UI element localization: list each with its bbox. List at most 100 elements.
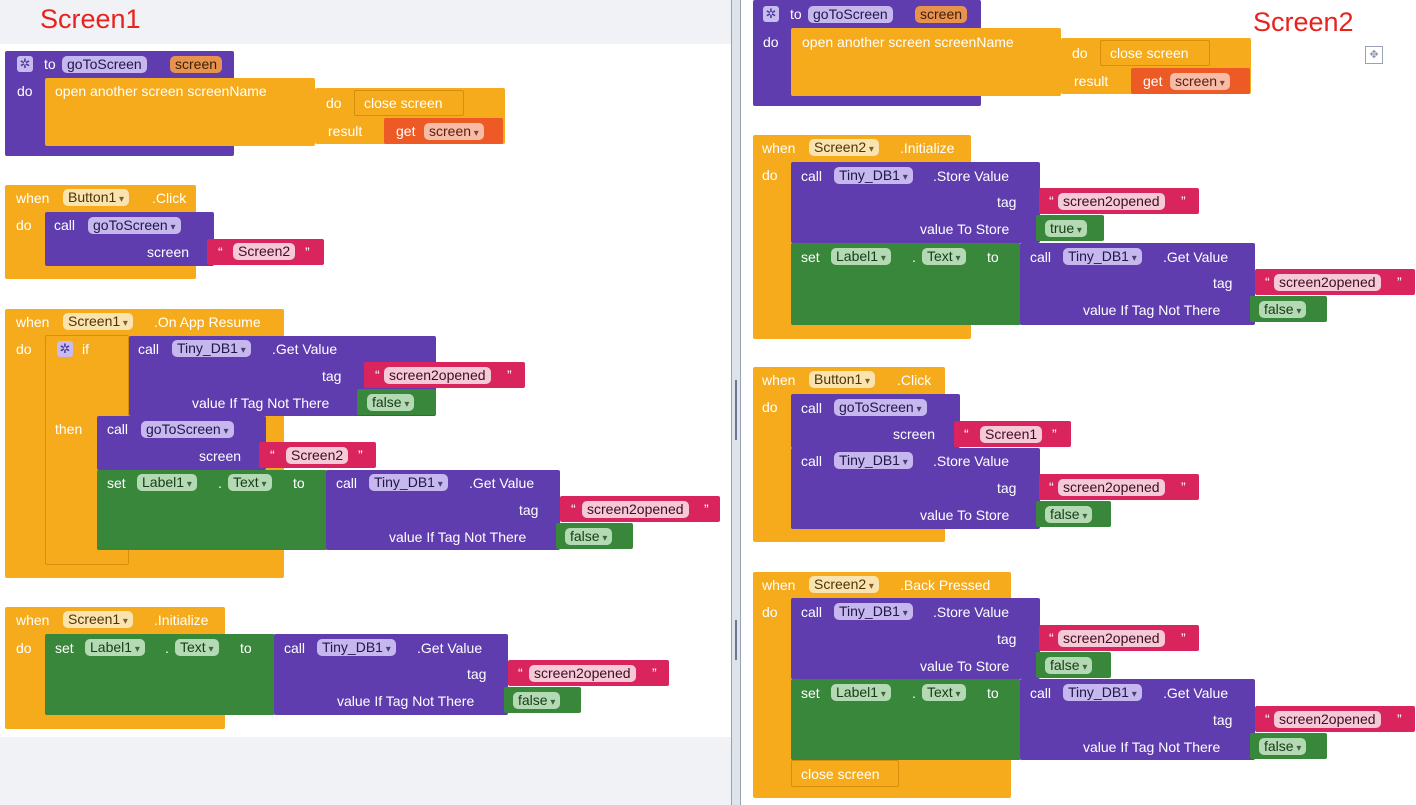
get-var-dropdown[interactable]: screen [1170,73,1230,90]
call-label: call [284,640,306,656]
open-screen-label: open another screen screenName [802,34,1014,50]
open-quote: “ [1049,630,1054,646]
default-label: value If Tag Not There [337,693,475,709]
set-label: set [801,249,820,265]
component-dropdown[interactable]: Label1 [831,248,891,265]
crosshair-icon[interactable]: ✥ [1365,46,1383,64]
text-value[interactable]: screen2opened [1058,630,1165,647]
method-name: .Get Value [417,640,483,656]
set-label: set [801,685,820,701]
set-label-text-block[interactable] [791,243,1021,325]
open-another-screen-block[interactable] [45,78,315,146]
method-name: .Get Value [272,341,338,357]
default-label: value If Tag Not There [192,395,330,411]
close-quote: ” [1181,479,1186,495]
proc-name-field[interactable]: goToScreen [808,6,893,23]
property-dropdown[interactable]: Text [175,639,219,656]
close-screen-block[interactable] [791,760,899,787]
value-to-store-label: value To Store [920,658,1010,674]
screen1-title: Screen1 [40,4,141,34]
component-dropdown[interactable]: Button1 [63,189,130,206]
db-dropdown[interactable]: Tiny_DB1 [1063,684,1142,701]
close-screen-label: close screen [364,95,443,111]
procedure-dropdown[interactable]: goToScreen [834,399,927,416]
component-dropdown[interactable]: Label1 [137,474,197,491]
component-dropdown[interactable]: Label1 [831,684,891,701]
to-label: to [987,685,999,701]
tag-label: tag [322,368,342,384]
close-quote: ” [1181,193,1186,209]
then-label: then [55,421,83,437]
event-name: .Click [152,190,187,206]
boolean-dropdown[interactable]: false [565,528,613,545]
boolean-dropdown[interactable]: false [1259,301,1307,318]
procedure-dropdown[interactable]: goToScreen [88,217,181,234]
text-value[interactable]: screen2opened [1058,193,1165,210]
property-dropdown[interactable]: Text [228,474,272,491]
boolean-dropdown[interactable]: true [1045,220,1087,237]
gear-icon[interactable]: ✲ [57,341,73,357]
when-label: when [762,577,796,593]
db-dropdown[interactable]: Tiny_DB1 [317,639,396,656]
call-label: call [801,604,823,620]
text-value[interactable]: screen2opened [1274,274,1381,291]
method-name: .Get Value [1163,685,1229,701]
text-value[interactable]: Screen2 [286,447,349,464]
text-value[interactable]: screen2opened [529,665,636,682]
gear-icon[interactable]: ✲ [763,6,779,22]
component-dropdown[interactable]: Label1 [85,639,145,656]
text-value[interactable]: screen2opened [582,501,689,518]
close-screen-block[interactable] [1100,40,1210,66]
procedure-dropdown[interactable]: goToScreen [141,421,234,438]
set-label-text-block[interactable] [45,634,275,715]
text-value[interactable]: screen2opened [384,367,491,384]
proc-name-field[interactable]: goToScreen [62,56,147,73]
component-dropdown[interactable]: Screen1 [63,313,133,330]
close-screen-block[interactable] [354,90,464,116]
db-dropdown[interactable]: Tiny_DB1 [1063,248,1142,265]
do-label: do [16,640,32,656]
db-dropdown[interactable]: Tiny_DB1 [834,452,913,469]
set-label-text-block[interactable] [791,679,1021,760]
boolean-dropdown[interactable]: false [1259,738,1307,755]
text-value[interactable]: screen2opened [1058,479,1165,496]
call-label: call [336,475,358,491]
when-label: when [16,190,50,206]
component-dropdown[interactable]: Screen2 [809,139,879,156]
store-value-block[interactable] [791,162,1040,243]
component-dropdown[interactable]: Screen2 [809,576,879,593]
tag-label: tag [1213,275,1233,291]
component-dropdown[interactable]: Button1 [809,371,876,388]
close-quote: ” [1052,426,1057,442]
tag-label: tag [467,666,487,682]
text-value[interactable]: Screen2 [233,243,296,260]
property-dropdown[interactable]: Text [922,248,966,265]
boolean-dropdown[interactable]: false [367,394,415,411]
db-dropdown[interactable]: Tiny_DB1 [834,167,913,184]
text-value[interactable]: Screen1 [980,426,1043,443]
store-value-block[interactable] [791,448,1040,529]
text-value[interactable]: screen2opened [1274,711,1381,728]
db-dropdown[interactable]: Tiny_DB1 [172,340,251,357]
open-another-screen-block[interactable] [791,28,1061,96]
boolean-dropdown[interactable]: false [1045,506,1093,523]
proc-param-field[interactable]: screen [170,56,223,73]
tag-label: tag [997,480,1017,496]
arg-screen-label: screen [147,244,190,260]
boolean-dropdown[interactable]: false [1045,657,1093,674]
panel-divider [731,0,741,805]
set-label-text-block[interactable] [97,470,327,550]
property-dropdown[interactable]: Text [922,684,966,701]
open-quote: “ [218,244,223,260]
db-dropdown[interactable]: Tiny_DB1 [369,474,448,491]
boolean-dropdown[interactable]: false [513,692,561,709]
if-label: if [82,341,89,357]
gear-icon[interactable]: ✲ [17,56,33,72]
proc-param-field[interactable]: screen [915,6,968,23]
store-value-block[interactable] [791,598,1040,679]
component-dropdown[interactable]: Screen1 [63,611,133,628]
get-var-dropdown[interactable]: screen [424,123,484,140]
db-dropdown[interactable]: Tiny_DB1 [834,603,913,620]
close-quote: ” [1397,711,1402,727]
do-label: do [762,604,778,620]
